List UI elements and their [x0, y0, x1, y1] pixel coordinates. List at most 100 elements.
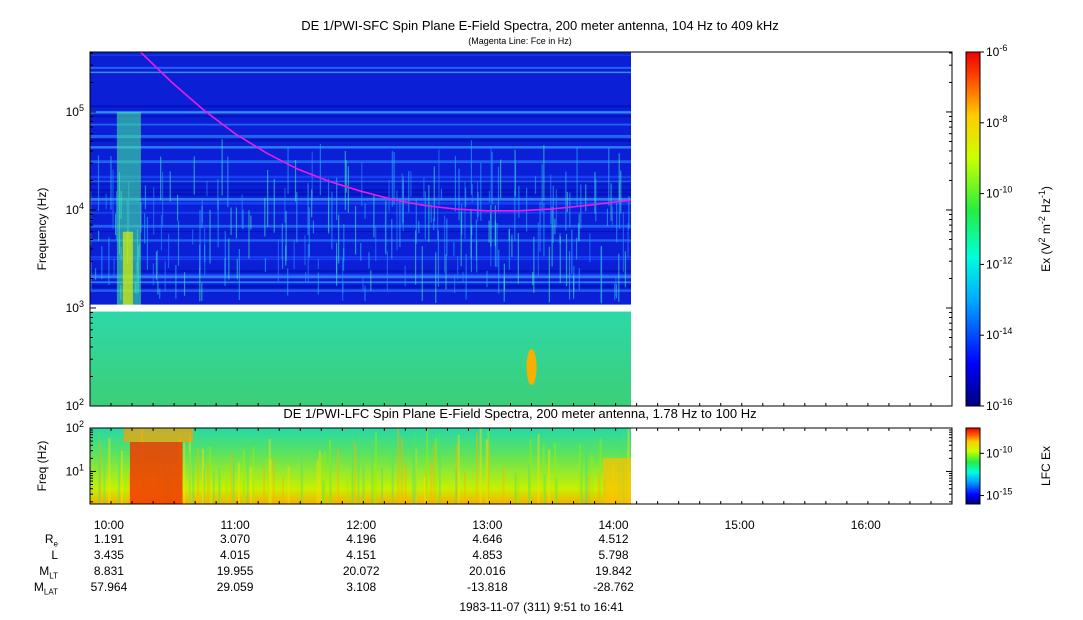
- lfc-noise-stroke: [118, 438, 121, 504]
- sfc-noise-stroke: [264, 258, 267, 272]
- sfc-band-line: [90, 270, 631, 273]
- sfc-noise-stroke: [446, 218, 448, 256]
- sfc-noise-stroke: [404, 265, 406, 287]
- sfc-noise-stroke: [343, 223, 345, 261]
- sfc-noise-stroke: [90, 259, 92, 290]
- sfc-noise-stroke: [551, 206, 553, 267]
- sfc-band-line: [90, 285, 631, 288]
- sfc-noise-stroke: [307, 183, 309, 236]
- sfc-noise-stroke: [160, 156, 162, 201]
- sfc-noise-stroke: [491, 151, 493, 205]
- sfc-noise-stroke: [606, 208, 609, 227]
- lfc-noise-stroke: [580, 445, 583, 504]
- sfc-band-line: [90, 123, 631, 126]
- xtick-label: 10:00: [94, 518, 124, 532]
- lfc-noise-stroke: [433, 443, 436, 504]
- lfc-noise-stroke: [586, 439, 589, 504]
- lfc-plot-frame: [89, 427, 953, 505]
- sfc-colorbar-tick-label: 10-12: [986, 255, 1012, 271]
- lfc-noise-stroke: [375, 432, 378, 504]
- sfc-noise-stroke: [164, 261, 166, 292]
- sfc-noise-stroke: [307, 243, 309, 284]
- sfc-noise-stroke: [101, 246, 103, 280]
- sfc-band-line: [90, 275, 631, 279]
- sfc-noise-stroke: [217, 200, 219, 248]
- sfc-noise-stroke: [401, 173, 403, 226]
- lfc-noise-stroke: [188, 451, 191, 504]
- sfc-subtitle: (Magenta Line: Fce in Hz): [468, 36, 572, 46]
- ephemeris-value: 4.151: [346, 548, 377, 562]
- sfc-noise-stroke: [465, 254, 467, 300]
- sfc-noise-stroke: [193, 156, 195, 195]
- lfc-noise-stroke: [487, 430, 490, 504]
- sfc-noise-stroke: [638, 213, 639, 257]
- sfc-noise-stroke: [486, 270, 488, 288]
- sfc-noise-stroke: [462, 271, 464, 282]
- lfc-noise-stroke: [90, 467, 93, 504]
- lfc-noise-stroke: [598, 472, 601, 504]
- lfc-noise-stroke: [357, 435, 360, 504]
- lfc-noise-stroke: [371, 437, 374, 504]
- lfc-colorbar-label: LFC Ex: [1039, 446, 1053, 486]
- sfc-noise-stroke: [287, 147, 289, 195]
- sfc-noise-stroke: [511, 234, 513, 257]
- sfc-noise-stroke: [508, 228, 510, 270]
- sfc-noise-stroke: [490, 148, 492, 202]
- sfc-noise-stroke: [156, 249, 159, 282]
- lfc-spectrogram: [90, 428, 631, 504]
- sfc-noise-stroke: [204, 245, 206, 263]
- lfc-noise-stroke: [599, 438, 602, 504]
- sfc-noise-stroke: [475, 219, 477, 261]
- lfc-noise-stroke: [281, 477, 284, 504]
- sfc-noise-stroke: [388, 179, 390, 212]
- sfc-noise-stroke: [235, 207, 238, 239]
- sfc-noise-stroke: [423, 177, 425, 198]
- sfc-noise-stroke: [384, 213, 387, 252]
- lfc-noise-stroke: [457, 434, 460, 504]
- lfc-noise-stroke: [206, 462, 209, 504]
- sfc-noise-stroke: [336, 177, 338, 221]
- sfc-noise-stroke: [201, 205, 203, 228]
- sfc-noise-stroke: [457, 255, 459, 280]
- sfc-noise-stroke: [206, 181, 208, 196]
- sfc-noise-stroke: [304, 235, 306, 266]
- lfc-noise-stroke: [373, 462, 376, 504]
- sfc-noise-stroke: [627, 223, 629, 258]
- lfc-noise-stroke: [267, 458, 270, 504]
- lfc-noise-stroke: [218, 477, 221, 504]
- lfc-noise-stroke: [455, 468, 458, 504]
- sfc-noise-stroke: [575, 237, 578, 260]
- lfc-noise-stroke: [543, 474, 546, 504]
- sfc-noise-stroke: [543, 145, 545, 201]
- sfc-noise-stroke: [488, 190, 491, 203]
- ephemeris-value: 4.196: [346, 532, 377, 546]
- ephemeris-value: 20.072: [342, 564, 380, 578]
- lfc-noise-stroke: [98, 432, 101, 504]
- sfc-noise-stroke: [396, 190, 398, 251]
- ephemeris-value: 5.798: [598, 548, 629, 562]
- sfc-noise-stroke: [438, 149, 440, 206]
- xtick-label: 15:00: [725, 518, 755, 532]
- sfc-noise-stroke: [453, 242, 455, 256]
- sfc-band-line: [90, 115, 631, 118]
- sfc-noise-stroke: [393, 152, 395, 205]
- sfc-noise-stroke: [311, 151, 313, 202]
- sfc-noise-stroke: [514, 190, 516, 241]
- sfc-noise-stroke: [470, 140, 473, 195]
- sfc-band-line: [90, 112, 631, 114]
- sfc-noise-stroke: [331, 191, 333, 250]
- sfc-colorbar-tick-label: 10-14: [986, 326, 1012, 342]
- lfc-noise-stroke: [192, 451, 195, 504]
- sfc-noise-stroke: [433, 218, 435, 231]
- sfc-noise-stroke: [620, 170, 622, 214]
- sfc-noise-stroke: [503, 263, 505, 291]
- lfc-noise-stroke: [502, 466, 505, 504]
- sfc-noise-stroke: [594, 171, 596, 214]
- lfc-emission-end: [602, 458, 631, 504]
- sfc-noise-stroke: [402, 176, 404, 232]
- lfc-noise-stroke: [548, 449, 551, 504]
- ephemeris-value: 3.435: [93, 548, 124, 562]
- sfc-noise-stroke: [354, 205, 357, 255]
- ephemeris-value: 1.191: [93, 532, 124, 546]
- lfc-noise-stroke: [351, 436, 354, 504]
